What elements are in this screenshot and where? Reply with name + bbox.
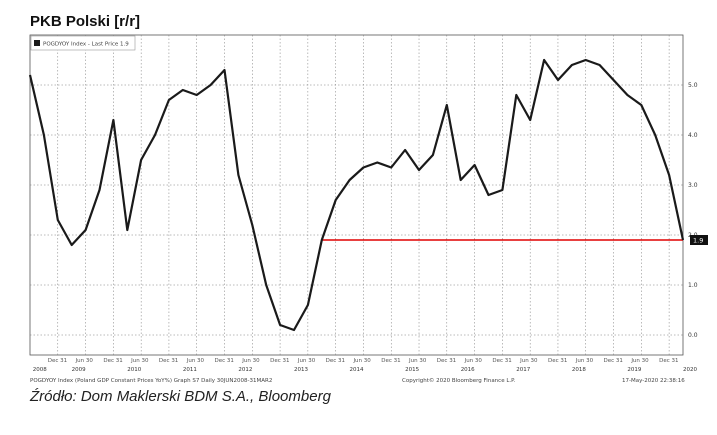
grid-lines (30, 35, 683, 355)
x-tick-label: Jun 30 (297, 358, 316, 364)
x-year-label: 2011 (183, 367, 197, 373)
last-price-box (690, 235, 708, 245)
x-tick-label: Jun 30 (130, 358, 149, 364)
x-tick-label: Dec 31 (270, 358, 289, 364)
x-year-label: 2019 (627, 367, 641, 373)
x-tick-label: Dec 31 (159, 358, 178, 364)
footer-left: POGDYOY Index (Poland GDP Constant Price… (30, 378, 272, 384)
legend: POGDYOY Index - Last Price 1.9 (30, 35, 136, 51)
footer-center: Copyright© 2020 Bloomberg Finance L.P. (402, 377, 516, 384)
x-tick-label: Dec 31 (492, 358, 511, 364)
x-tick-label: Jun 30 (575, 358, 594, 364)
x-year-label: 2008 (33, 367, 47, 373)
x-tick-label: Jun 30 (464, 358, 483, 364)
x-tick-label: Dec 31 (381, 358, 400, 364)
x-tick-label: Jun 30 (408, 358, 427, 364)
x-year-label: 2020 (683, 367, 697, 373)
legend-swatch (34, 40, 40, 46)
footer-right: 17-May-2020 22:38:16 (622, 378, 685, 384)
x-tick-label: Jun 30 (630, 358, 649, 364)
chart-title: PKB Polski [r/r] (30, 13, 141, 30)
x-year-label: 2015 (405, 367, 419, 373)
x-tick-label: Jun 30 (241, 358, 260, 364)
y-tick-label: 0.0 (688, 332, 698, 339)
x-year-label: 2016 (461, 367, 475, 373)
x-year-label: 2017 (516, 367, 530, 373)
legend-label: POGDYOY Index - Last Price 1.9 (43, 42, 129, 48)
x-year-label: 2009 (72, 367, 86, 373)
x-year-label: 2014 (350, 367, 364, 373)
x-axis-ticks: Dec 31 Jun 30 Dec 31 Jun 30 Dec 31 Jun 30 Dec … (33, 358, 698, 373)
x-year-label: 2010 (127, 367, 141, 373)
legend-box (30, 35, 136, 51)
x-tick-label: Dec 31 (103, 358, 122, 364)
y-tick-label: 4.0 (688, 132, 698, 139)
x-tick-label: Dec 31 (659, 358, 678, 364)
last-price-tag: 1.9 (690, 235, 708, 245)
x-year-label: 2013 (294, 367, 308, 373)
x-tick-label: Dec 31 (48, 358, 67, 364)
y-tick-label: 1.0 (688, 282, 698, 289)
plot-frame (29, 34, 684, 356)
y-tick-label: 5.0 (688, 82, 698, 89)
x-tick-label: Jun 30 (352, 358, 371, 364)
x-tick-label: Dec 31 (604, 358, 623, 364)
y-tick-label: 3.0 (688, 182, 698, 189)
last-price-label: 1.9 (693, 236, 703, 244)
source-caption: Źródło: Dom Maklerski BDM S.A., Bloomber… (30, 388, 331, 405)
x-tick-label: Jun 30 (519, 358, 538, 364)
x-tick-label: Jun 30 (186, 358, 205, 364)
x-year-label: 2012 (238, 367, 252, 373)
x-tick-label: Dec 31 (326, 358, 345, 364)
x-year-label: 2018 (572, 367, 586, 373)
gdp-series-line (28, 58, 685, 332)
x-tick-label: Dec 31 (437, 358, 456, 364)
x-tick-label: Dec 31 (215, 358, 234, 364)
x-tick-label: Dec 31 (548, 358, 567, 364)
x-tick-label: Jun 30 (75, 358, 94, 364)
y-axis-ticks: 0.01.02.03.04.05.0 (688, 82, 698, 339)
